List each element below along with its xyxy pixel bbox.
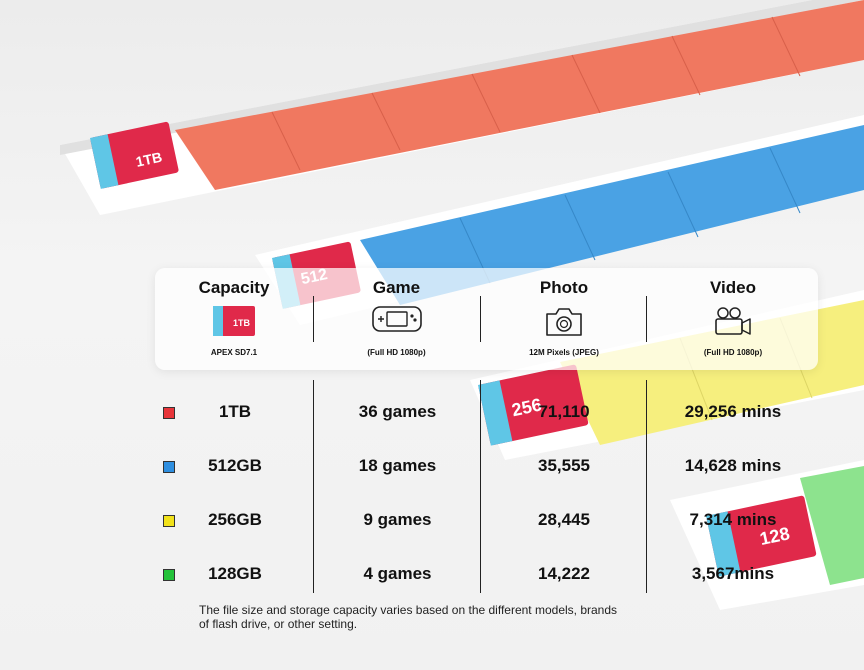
sd-card-1tb-image: 1TB	[90, 121, 179, 189]
row-capacity: 512GB	[208, 456, 262, 475]
movie-camera-icon	[715, 307, 751, 335]
sd-card-128-image: 128	[706, 495, 817, 577]
column-divider	[646, 380, 647, 593]
green-swatch	[163, 569, 175, 581]
row-games: 18 games	[358, 456, 437, 475]
game-subtitle: (Full HD 1080p)	[367, 348, 426, 357]
red-swatch	[163, 407, 175, 419]
red-storage-bar	[60, 0, 864, 215]
photo-title: Photo	[539, 278, 589, 297]
svg-text:1TB: 1TB	[134, 149, 163, 170]
row-video: 29,256 mins	[684, 402, 782, 421]
row-video: 7,314 mins	[689, 510, 777, 529]
sd-card-256-image: 256	[478, 364, 589, 446]
capacity-subtitle: APEX SD7.1	[210, 348, 258, 357]
row-capacity: 1TB	[218, 402, 252, 421]
column-divider	[480, 380, 481, 593]
row-photos: 71,110	[538, 402, 590, 421]
row-games: 36 games	[358, 402, 437, 421]
table-row: 1TB 36 games 71,110 29,256 mins	[0, 394, 864, 434]
video-title: Video	[710, 278, 756, 297]
table-row: 128GB 4 games 14,222 3,567mins	[0, 556, 864, 596]
capacity-title: Capacity	[198, 278, 270, 297]
table-row: 256GB 9 games 28,445 7,314 mins	[0, 502, 864, 542]
row-photos: 14,222	[538, 564, 590, 583]
row-video: 3,567mins	[691, 564, 775, 583]
row-photos: 35,555	[538, 456, 590, 475]
yellow-swatch	[163, 515, 175, 527]
column-divider	[480, 296, 481, 342]
row-video: 14,628 mins	[684, 456, 782, 475]
row-games: 4 games	[363, 564, 432, 583]
handheld-console-icon	[371, 306, 422, 332]
table-header-panel: Capacity 1TB APEX SD7.1 Game (Full HD 10…	[155, 268, 818, 370]
blue-swatch	[163, 461, 175, 473]
column-divider	[313, 296, 314, 342]
svg-text:1TB: 1TB	[233, 318, 251, 328]
row-games: 9 games	[363, 510, 432, 529]
row-capacity: 128GB	[208, 564, 262, 583]
capacity-column-header: Capacity 1TB APEX SD7.1	[155, 268, 313, 370]
photo-column-header: Photo 12M Pixels (JPEG)	[480, 268, 648, 370]
row-capacity: 256GB	[208, 510, 262, 529]
video-subtitle: (Full HD 1080p)	[703, 348, 763, 357]
disclaimer-note: The file size and storage capacity varie…	[199, 603, 618, 631]
game-title: Game	[372, 278, 421, 297]
video-column-header: Video (Full HD 1080p)	[648, 268, 818, 370]
sd-card-icon: 1TB	[213, 306, 255, 336]
table-row: 512GB 18 games 35,555 14,628 mins	[0, 448, 864, 488]
game-column-header: Game (Full HD 1080p)	[313, 268, 480, 370]
photo-subtitle: 12M Pixels (JPEG)	[529, 348, 599, 357]
column-divider	[313, 380, 314, 593]
row-photos: 28,445	[538, 510, 590, 529]
column-divider	[646, 296, 647, 342]
camera-icon	[546, 308, 582, 336]
